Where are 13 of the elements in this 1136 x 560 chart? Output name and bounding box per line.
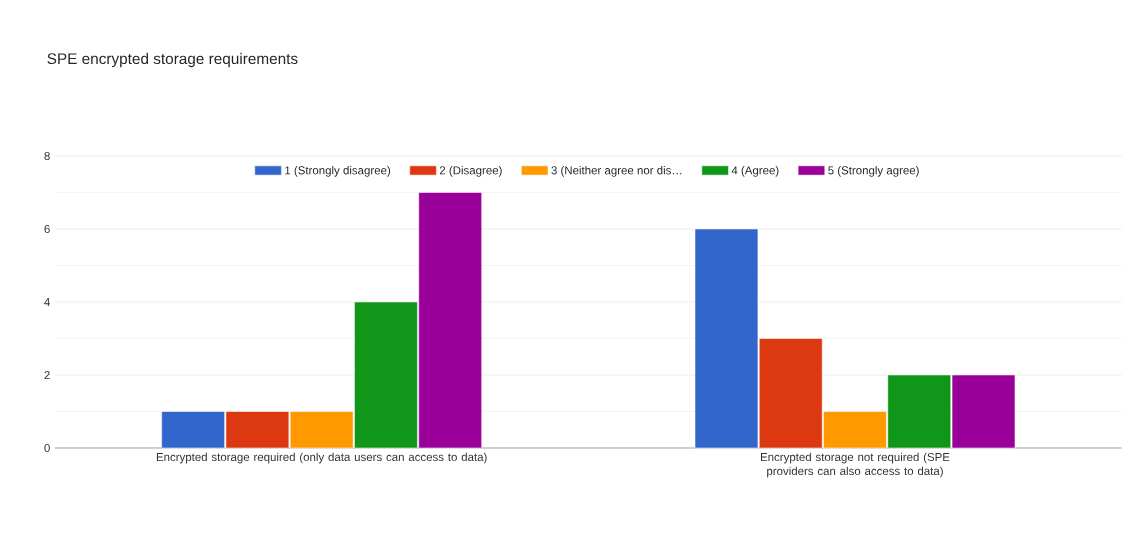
y-tick-label: 0 xyxy=(44,443,50,453)
legend-label: 4 (Agree) xyxy=(731,165,779,177)
y-tick-label: 4 xyxy=(44,298,50,306)
legend-label: 1 (Strongly disagree) xyxy=(285,165,391,177)
y-tick-label: 8 xyxy=(44,151,50,161)
x-tick-label: Encrypted storage not required (SPE providers can also access to data) xyxy=(760,452,950,478)
x-tick-label: Encrypted storage required (only data users can access to data) xyxy=(156,452,487,464)
y-tick-label: 6 xyxy=(44,224,50,234)
legend-label: 2 (Disagree) xyxy=(439,165,502,177)
chart-title: SPE encrypted storage requirements xyxy=(47,52,298,68)
legend-label: 5 (Strongly agree) xyxy=(828,165,919,177)
y-tick-label: 2 xyxy=(44,370,50,379)
legend-label: 3 (Neither agree nor dis… xyxy=(551,165,682,177)
